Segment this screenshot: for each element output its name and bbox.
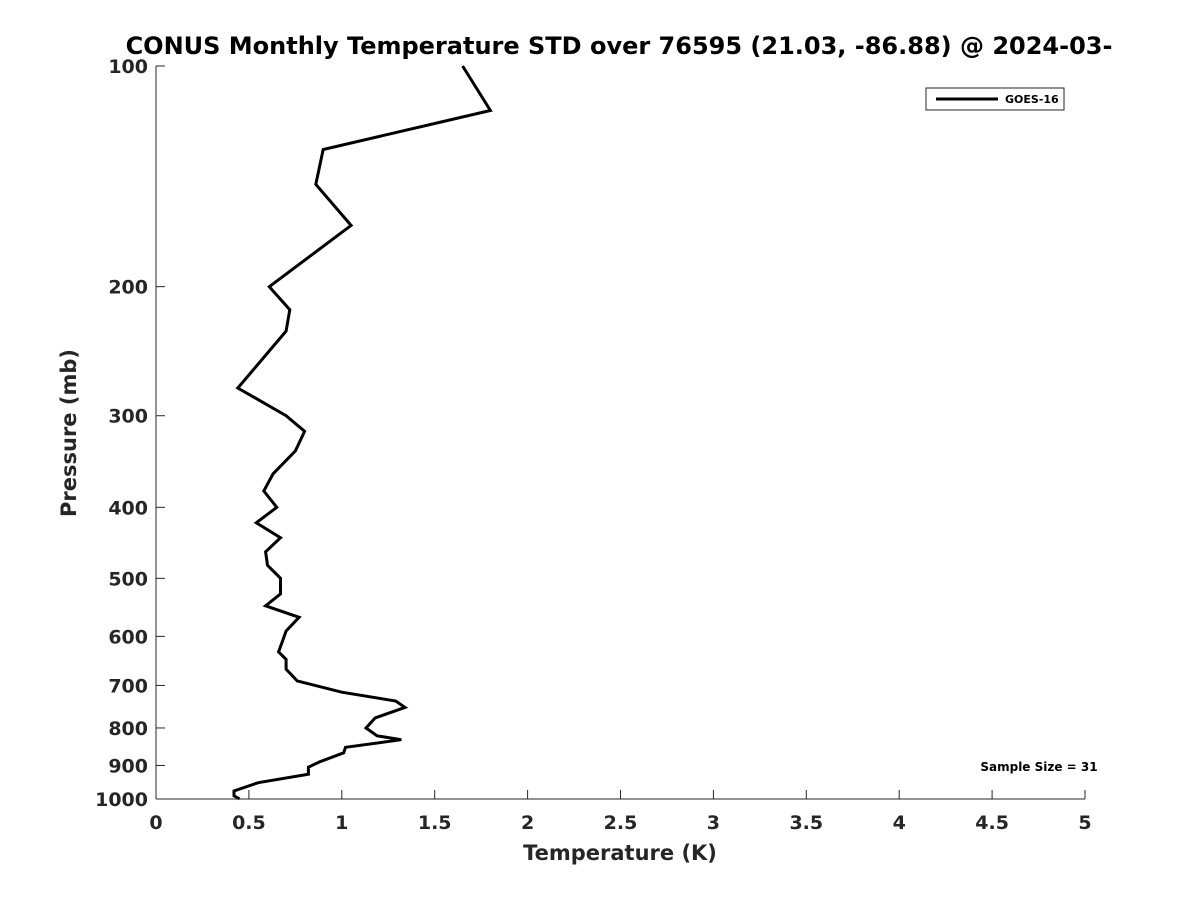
y-tick-label: 700 xyxy=(108,675,148,697)
y-tick-label: 800 xyxy=(108,718,148,740)
legend: GOES-16 xyxy=(925,87,1065,111)
x-tick-label: 2 xyxy=(521,812,534,834)
y-tick-label: 400 xyxy=(108,497,148,519)
x-tick-label: 4 xyxy=(893,812,906,834)
plot-area xyxy=(232,65,493,801)
x-tick-label: 0.5 xyxy=(232,812,266,834)
x-tick-label: 1 xyxy=(335,812,348,834)
y-tick-label: 500 xyxy=(108,568,148,590)
y-tick-label: 1000 xyxy=(95,789,148,811)
x-tick-label: 5 xyxy=(1078,812,1091,834)
series-line-goes-16 xyxy=(232,65,493,801)
y-tick-label: 600 xyxy=(108,626,148,648)
legend-label-goes-16: GOES-16 xyxy=(1005,93,1059,106)
y-axis-label: Pressure (mb) xyxy=(57,349,81,517)
y-tick-label: 900 xyxy=(108,755,148,777)
chart-title: CONUS Monthly Temperature STD over 76595… xyxy=(126,32,1113,60)
sample-size-annotation: Sample Size = 31 xyxy=(980,760,1097,774)
x-tick-label: 1.5 xyxy=(418,812,452,834)
x-tick-label: 0 xyxy=(149,812,162,834)
x-tick-label: 3.5 xyxy=(789,812,823,834)
x-axis-label: Temperature (K) xyxy=(523,841,717,865)
x-axis: 0 0.5 1 1.5 2 2.5 3 3.5 4 4.5 5 xyxy=(149,790,1092,834)
x-tick-label: 3 xyxy=(707,812,720,834)
y-axis: 100 200 300 400 500 600 700 800 900 1000 xyxy=(95,56,165,811)
y-tick-label: 300 xyxy=(108,406,148,428)
y-tick-label: 200 xyxy=(108,277,148,299)
x-tick-label: 4.5 xyxy=(975,812,1009,834)
y-tick-label: 100 xyxy=(108,56,148,78)
x-tick-label: 2.5 xyxy=(604,812,638,834)
